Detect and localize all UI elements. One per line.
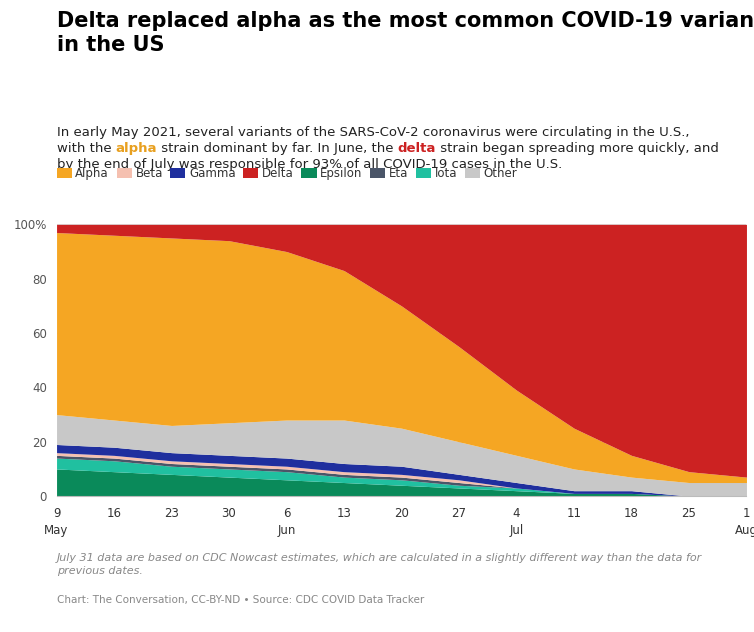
Text: Jun: Jun bbox=[277, 524, 296, 537]
Text: 16: 16 bbox=[106, 507, 121, 520]
Text: by the end of July was responsible for 93% of all COVID-19 cases in the U.S.: by the end of July was responsible for 9… bbox=[57, 158, 562, 171]
Text: Delta: Delta bbox=[262, 167, 294, 179]
Text: Chart: The Conversation, CC-BY-ND • Source: CDC COVID Data Tracker: Chart: The Conversation, CC-BY-ND • Sour… bbox=[57, 595, 424, 605]
Text: 25: 25 bbox=[682, 507, 697, 520]
Text: In early May 2021, several variants of the SARS-CoV-2 coronavirus were circulati: In early May 2021, several variants of t… bbox=[57, 126, 689, 140]
Text: 23: 23 bbox=[164, 507, 179, 520]
Text: strain dominant by far. In June, the: strain dominant by far. In June, the bbox=[157, 142, 397, 155]
Text: 18: 18 bbox=[624, 507, 639, 520]
Text: 4: 4 bbox=[513, 507, 520, 520]
Text: July 31 data are based on CDC Nowcast estimates, which are calculated in a sligh: July 31 data are based on CDC Nowcast es… bbox=[57, 553, 702, 576]
Text: 11: 11 bbox=[566, 507, 581, 520]
Text: 9: 9 bbox=[53, 507, 60, 520]
Text: 27: 27 bbox=[452, 507, 467, 520]
Text: Eta: Eta bbox=[389, 167, 409, 179]
Text: Alpha: Alpha bbox=[75, 167, 109, 179]
Text: Delta replaced alpha as the most common COVID-19 variant
in the US: Delta replaced alpha as the most common … bbox=[57, 11, 754, 56]
Text: May: May bbox=[44, 524, 69, 537]
Text: 13: 13 bbox=[336, 507, 351, 520]
Text: 30: 30 bbox=[222, 507, 237, 520]
Text: Jul: Jul bbox=[510, 524, 523, 537]
Text: 1: 1 bbox=[743, 507, 750, 520]
Text: Epsilon: Epsilon bbox=[320, 167, 363, 179]
Text: Other: Other bbox=[484, 167, 517, 179]
Text: with the: with the bbox=[57, 142, 115, 155]
Text: Iota: Iota bbox=[435, 167, 458, 179]
Text: alpha: alpha bbox=[115, 142, 157, 155]
Text: 20: 20 bbox=[394, 507, 409, 520]
Text: strain began spreading more quickly, and: strain began spreading more quickly, and bbox=[436, 142, 719, 155]
Text: 6: 6 bbox=[283, 507, 290, 520]
Text: delta: delta bbox=[397, 142, 436, 155]
Text: Aug: Aug bbox=[735, 524, 754, 537]
Text: Beta: Beta bbox=[136, 167, 163, 179]
Text: Gamma: Gamma bbox=[189, 167, 236, 179]
